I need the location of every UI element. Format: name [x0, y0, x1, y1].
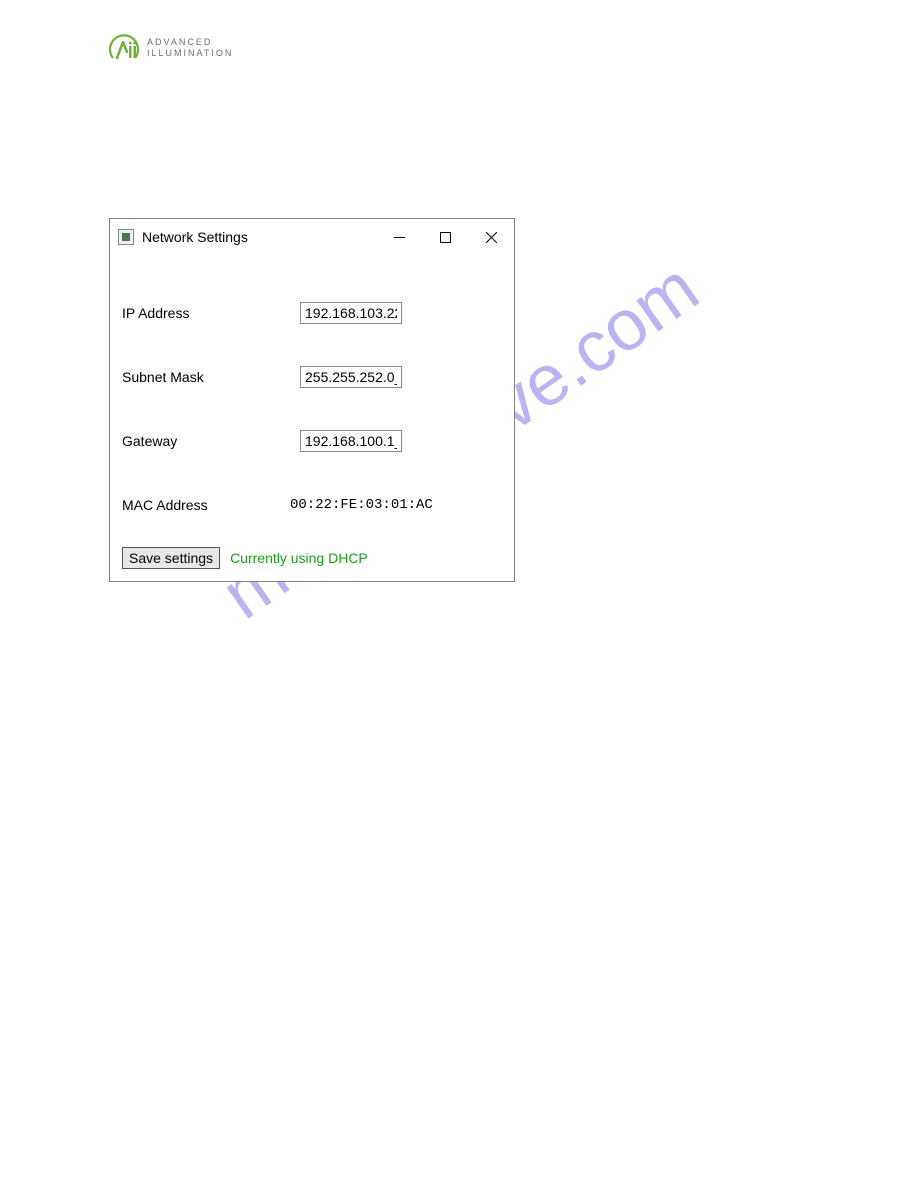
ip-address-input[interactable] [300, 302, 402, 324]
logo-text-line2: ILLUMINATION [147, 48, 233, 59]
gateway-input[interactable] [300, 430, 402, 452]
bottom-row: Save settings Currently using DHCP [122, 547, 502, 569]
subnet-mask-input[interactable] [300, 366, 402, 388]
ip-address-label: IP Address [122, 305, 300, 321]
subnet-mask-row: Subnet Mask [122, 363, 502, 391]
app-icon [118, 229, 134, 245]
minimize-button[interactable] [376, 219, 422, 255]
mac-address-row: MAC Address 00:22:FE:03:01:AC [122, 491, 502, 519]
window-controls [376, 219, 514, 255]
subnet-mask-label: Subnet Mask [122, 369, 300, 385]
close-button[interactable] [468, 219, 514, 255]
minimize-icon [394, 232, 405, 243]
dhcp-status-text: Currently using DHCP [230, 550, 368, 566]
mac-address-value: 00:22:FE:03:01:AC [290, 497, 433, 513]
logo-mark-icon [109, 32, 141, 64]
ip-address-row: IP Address [122, 299, 502, 327]
mac-address-label: MAC Address [122, 497, 300, 513]
save-settings-button[interactable]: Save settings [122, 547, 220, 569]
window-titlebar: Network Settings [110, 219, 514, 255]
maximize-button[interactable] [422, 219, 468, 255]
window-title: Network Settings [142, 229, 376, 245]
close-icon [486, 232, 497, 243]
company-logo: ADVANCED ILLUMINATION [109, 32, 233, 64]
network-settings-window: Network Settings IP Address Subnet Mask … [109, 218, 515, 582]
window-body: IP Address Subnet Mask Gateway MAC Addre… [110, 255, 514, 581]
logo-text: ADVANCED ILLUMINATION [147, 37, 233, 59]
maximize-icon [440, 232, 451, 243]
logo-text-line1: ADVANCED [147, 37, 233, 48]
gateway-row: Gateway [122, 427, 502, 455]
gateway-label: Gateway [122, 433, 300, 449]
